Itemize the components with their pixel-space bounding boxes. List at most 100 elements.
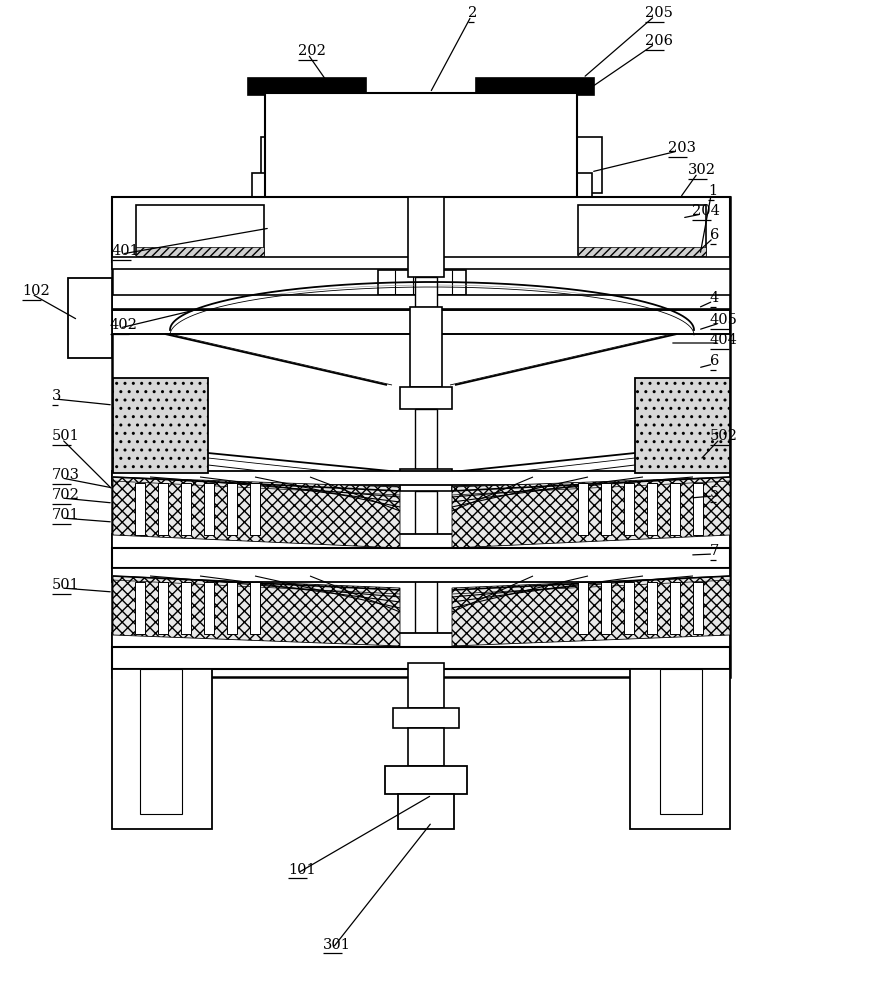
Bar bbox=[577, 247, 705, 256]
Bar bbox=[400, 556, 452, 578]
Bar bbox=[508, 95, 563, 117]
Bar bbox=[409, 307, 441, 387]
Bar bbox=[140, 669, 182, 814]
Text: 101: 101 bbox=[288, 863, 315, 877]
Text: 7: 7 bbox=[709, 544, 719, 558]
Text: 301: 301 bbox=[322, 938, 350, 952]
Bar bbox=[507, 137, 601, 193]
Bar bbox=[203, 582, 214, 634]
Bar bbox=[647, 483, 656, 535]
Bar bbox=[112, 669, 212, 829]
Bar bbox=[415, 491, 436, 556]
Bar bbox=[181, 582, 191, 634]
Bar bbox=[112, 647, 729, 669]
Bar bbox=[660, 669, 701, 814]
Bar bbox=[112, 197, 729, 262]
Bar bbox=[278, 95, 333, 117]
Bar bbox=[112, 257, 729, 269]
Bar bbox=[629, 669, 729, 829]
Bar bbox=[400, 643, 452, 663]
Bar bbox=[600, 582, 610, 634]
Bar bbox=[393, 708, 459, 728]
Text: 5: 5 bbox=[709, 486, 719, 500]
Bar bbox=[408, 663, 443, 708]
Text: 3: 3 bbox=[52, 389, 62, 403]
Text: 702: 702 bbox=[52, 488, 80, 502]
Text: 501: 501 bbox=[52, 578, 80, 592]
Text: 501: 501 bbox=[52, 429, 80, 443]
Bar bbox=[68, 278, 112, 358]
Bar bbox=[265, 93, 576, 198]
Bar bbox=[415, 409, 436, 469]
Bar bbox=[408, 197, 443, 277]
Bar bbox=[669, 483, 680, 535]
Bar bbox=[249, 582, 260, 634]
Text: 4: 4 bbox=[709, 291, 719, 305]
Text: 703: 703 bbox=[52, 468, 80, 482]
Bar bbox=[112, 633, 729, 647]
Bar bbox=[623, 483, 634, 535]
Text: 402: 402 bbox=[109, 318, 137, 332]
Bar bbox=[112, 197, 729, 677]
Polygon shape bbox=[452, 477, 729, 548]
Text: 102: 102 bbox=[22, 284, 50, 298]
Text: 404: 404 bbox=[709, 333, 737, 347]
Text: 2: 2 bbox=[468, 6, 477, 20]
Text: 401: 401 bbox=[112, 244, 140, 258]
Text: 502: 502 bbox=[709, 429, 737, 443]
Bar bbox=[203, 483, 214, 535]
Bar bbox=[112, 568, 729, 582]
Bar bbox=[261, 137, 355, 193]
Bar bbox=[693, 582, 702, 634]
Bar bbox=[397, 794, 454, 829]
Bar bbox=[112, 471, 729, 485]
Bar bbox=[248, 78, 366, 95]
Polygon shape bbox=[452, 576, 729, 646]
Bar bbox=[112, 310, 729, 334]
Bar bbox=[252, 173, 365, 197]
Polygon shape bbox=[113, 477, 400, 548]
Text: 206: 206 bbox=[644, 34, 673, 48]
Bar bbox=[135, 582, 145, 634]
Bar bbox=[249, 483, 260, 535]
Bar bbox=[693, 483, 702, 535]
Text: 6: 6 bbox=[709, 228, 719, 242]
Text: 202: 202 bbox=[298, 44, 326, 58]
Bar bbox=[181, 483, 191, 535]
Bar bbox=[623, 582, 634, 634]
Text: 302: 302 bbox=[687, 163, 715, 177]
Bar bbox=[227, 483, 236, 535]
Bar bbox=[158, 483, 168, 535]
Bar bbox=[112, 548, 729, 568]
Text: 1: 1 bbox=[707, 184, 716, 198]
Bar bbox=[577, 205, 705, 255]
Bar bbox=[634, 378, 729, 473]
Text: 204: 204 bbox=[691, 204, 719, 218]
Bar bbox=[647, 582, 656, 634]
Bar bbox=[293, 117, 316, 137]
Bar bbox=[600, 483, 610, 535]
Bar bbox=[158, 582, 168, 634]
Bar bbox=[385, 766, 467, 794]
Bar bbox=[577, 483, 587, 535]
Bar bbox=[136, 247, 263, 256]
Bar bbox=[577, 582, 587, 634]
Bar bbox=[524, 117, 548, 137]
Text: 701: 701 bbox=[52, 508, 80, 522]
Text: 6: 6 bbox=[709, 354, 719, 368]
Bar bbox=[408, 728, 443, 766]
Bar bbox=[415, 277, 436, 307]
Bar bbox=[135, 483, 145, 535]
Bar bbox=[112, 295, 729, 309]
Polygon shape bbox=[113, 576, 400, 646]
Bar bbox=[669, 582, 680, 634]
Bar bbox=[400, 387, 452, 409]
Bar bbox=[400, 469, 452, 491]
Bar bbox=[415, 578, 436, 643]
Bar bbox=[136, 205, 263, 255]
Bar bbox=[112, 534, 729, 548]
Bar bbox=[113, 378, 208, 473]
Bar bbox=[227, 582, 236, 634]
Bar bbox=[475, 78, 594, 95]
Text: 405: 405 bbox=[709, 313, 737, 327]
